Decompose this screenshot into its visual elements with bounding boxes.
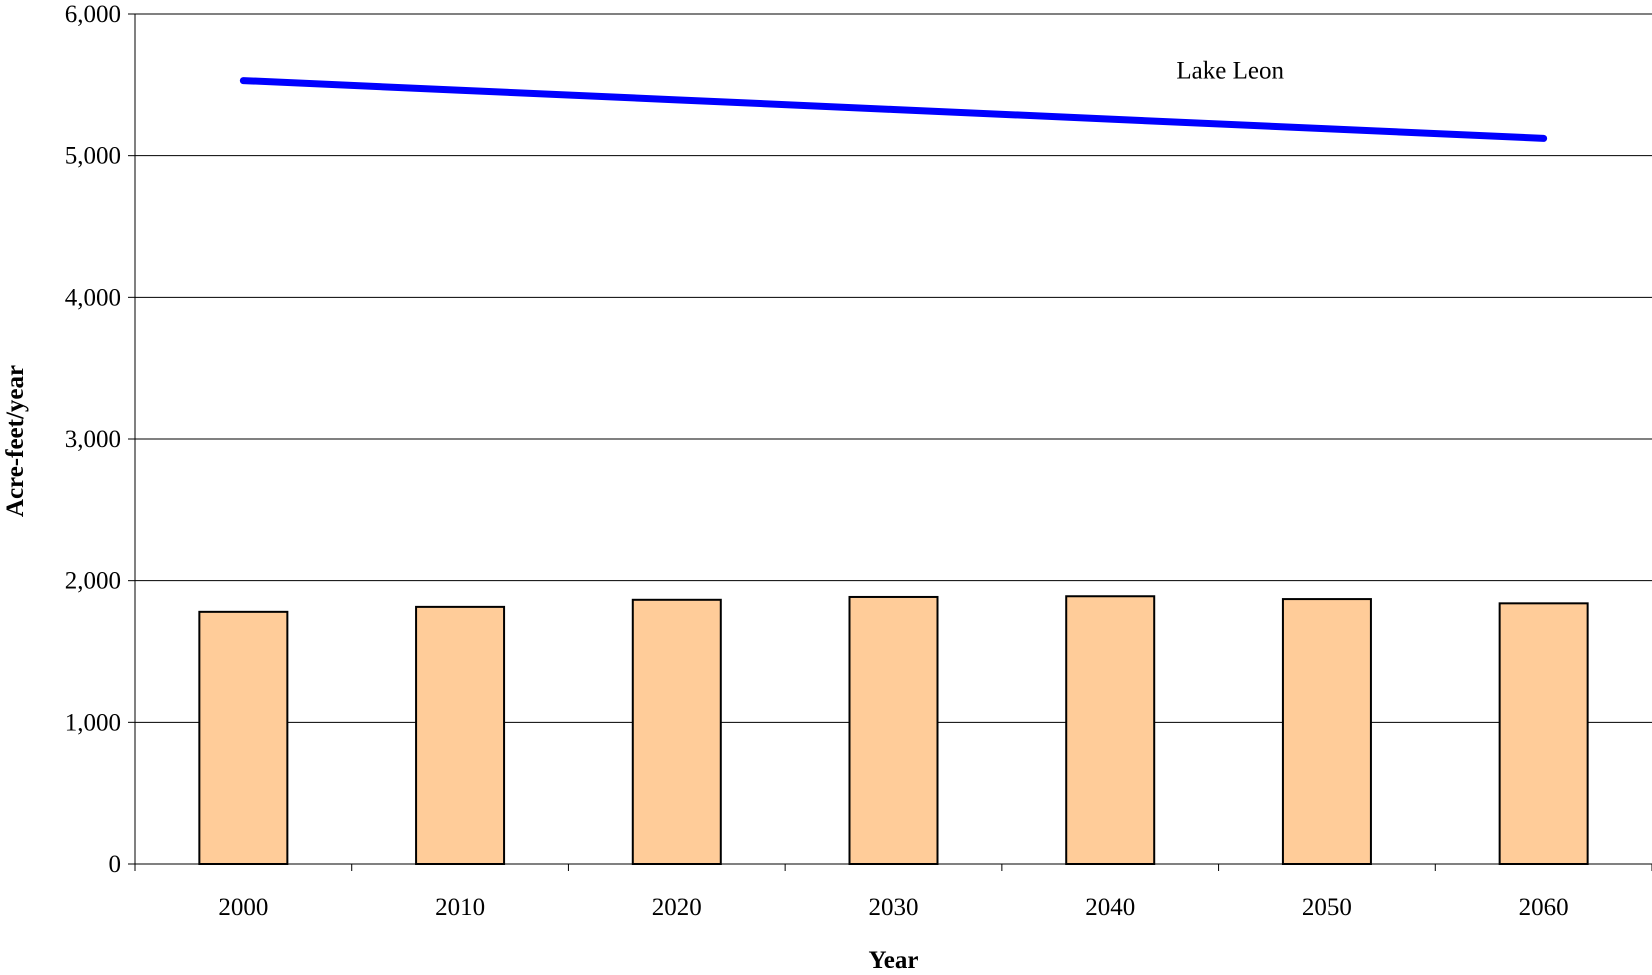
bar-2000 bbox=[198, 610, 289, 865]
y-tick-label: 4,000 bbox=[65, 284, 121, 311]
bar-2060 bbox=[1498, 602, 1589, 865]
bar-2040 bbox=[1065, 595, 1156, 865]
y-tick-label: 1,000 bbox=[65, 709, 121, 736]
gridlines bbox=[135, 13, 1652, 723]
bar-series bbox=[198, 595, 1589, 866]
x-tick-label-2040: 2040 bbox=[1085, 894, 1135, 921]
tick-labels: 0 1,000 2,000 3,000 4,000 5,000 6,000 2000 2010 2… bbox=[65, 1, 1569, 921]
y-tick-label: 5,000 bbox=[65, 143, 121, 170]
bar-2050 bbox=[1281, 598, 1372, 865]
line-lake-leon bbox=[239, 77, 1548, 142]
y-axis-title: Acre-feet/year bbox=[2, 365, 29, 517]
y-tick-label: 0 bbox=[109, 851, 122, 878]
line-series bbox=[239, 77, 1548, 142]
y-tick-label: 6,000 bbox=[65, 1, 121, 28]
bar-2020 bbox=[631, 598, 722, 866]
y-tick-label: 2,000 bbox=[65, 568, 121, 595]
series-annotation-lake-leon: Lake Leon bbox=[1176, 58, 1284, 85]
x-tick-label-2060: 2060 bbox=[1519, 894, 1569, 921]
bar-2010 bbox=[415, 605, 506, 865]
x-tick-label-2010: 2010 bbox=[435, 894, 485, 921]
y-tick-label: 3,000 bbox=[65, 426, 121, 453]
x-axis-title: Year bbox=[869, 947, 919, 974]
x-tick-label-2050: 2050 bbox=[1302, 894, 1352, 921]
bar-2030 bbox=[848, 595, 939, 865]
x-tick-label-2020: 2020 bbox=[652, 894, 702, 921]
axes bbox=[128, 13, 1652, 871]
x-tick-label-2000: 2000 bbox=[218, 894, 268, 921]
x-tick-label-2030: 2030 bbox=[869, 894, 919, 921]
